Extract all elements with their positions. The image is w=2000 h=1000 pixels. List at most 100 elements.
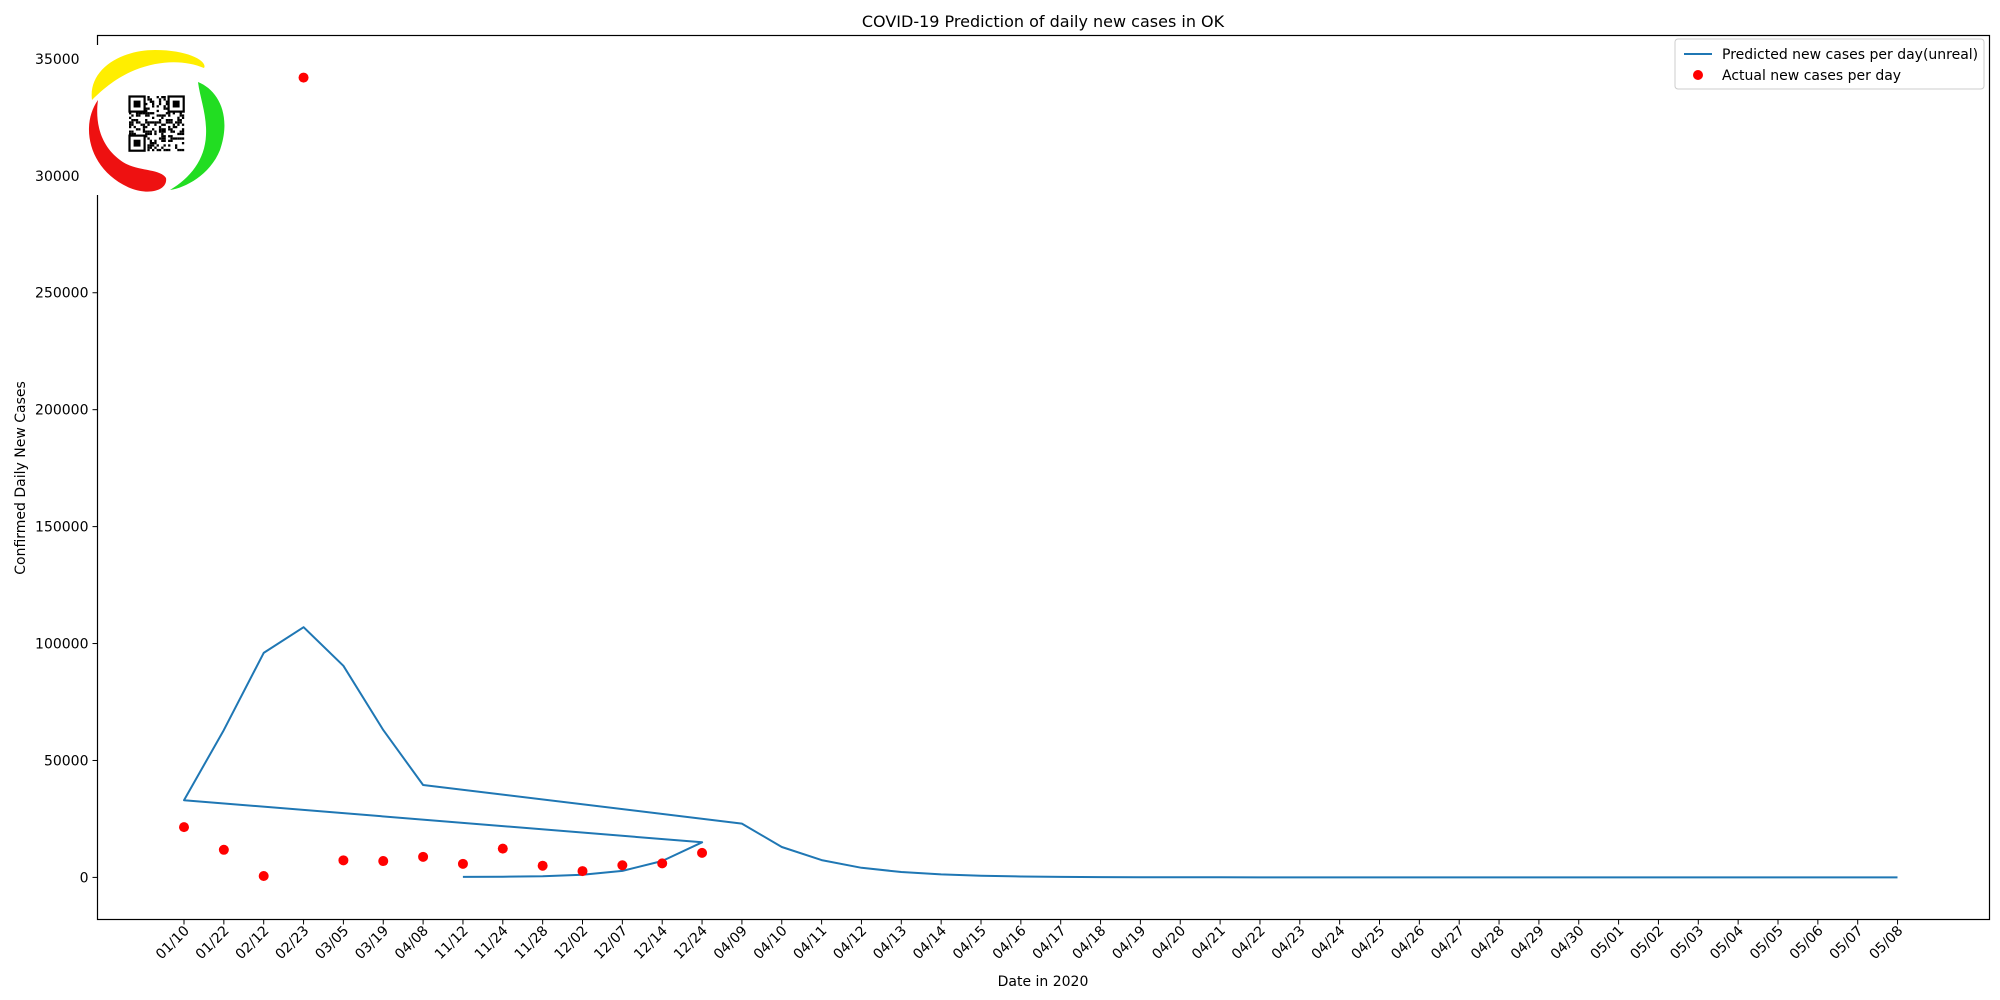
qr-cell [147, 132, 150, 136]
qr-cell [142, 128, 146, 131]
qr-finder-center [172, 100, 180, 108]
qr-cell [149, 100, 152, 103]
qr-cell [129, 121, 132, 124]
actual-data-point [258, 871, 269, 882]
qr-cell [156, 105, 159, 108]
qr-cell [170, 119, 173, 122]
qr-cell [145, 112, 148, 115]
y-tick-label: 100000 [35, 637, 88, 653]
actual-data-point [537, 860, 548, 871]
qr-cell [156, 148, 159, 152]
qr-cell [161, 128, 164, 131]
qr-cell [156, 144, 159, 147]
plot-frame [96, 34, 1991, 921]
qr-cell [147, 123, 150, 126]
qr-cell [147, 130, 150, 133]
qr-cell [154, 142, 157, 145]
y-tick-label: 0 [80, 870, 89, 886]
qr-cell [147, 112, 150, 115]
qr-cell [138, 128, 141, 131]
qr-cell [131, 123, 134, 126]
qr-cell [181, 148, 185, 152]
qr-cell [181, 116, 185, 119]
qr-cell [177, 121, 180, 124]
qr-cell [161, 146, 164, 149]
qr-cell [145, 119, 148, 122]
qr-cell [147, 121, 150, 124]
qr-cell [163, 123, 166, 126]
qr-cell [168, 121, 171, 124]
qr-cell [163, 144, 166, 147]
legend: Predicted new cases per day(unreal) Actu… [1674, 38, 1985, 90]
qr-cell [181, 130, 185, 133]
actual-data-point [218, 844, 229, 855]
qr-cell [133, 125, 136, 129]
qr-cell [145, 107, 148, 110]
qr-cell [138, 112, 141, 115]
qr-cell [177, 132, 180, 136]
qr-finder-center [133, 100, 141, 108]
qr-cell [172, 130, 175, 133]
qr-cell [152, 142, 155, 145]
qr-cell [165, 119, 169, 122]
qr-cell [170, 130, 173, 133]
qr-cell [152, 116, 155, 119]
actual-data-point [657, 858, 668, 869]
qr-cell [145, 121, 148, 124]
qr-cell [165, 112, 169, 115]
qr-cell [152, 100, 155, 103]
qr-cell [175, 144, 178, 147]
qr-cell [145, 132, 148, 136]
qr-finder-center [133, 139, 141, 147]
qr-finder [128, 95, 146, 113]
qr-cell [177, 148, 180, 152]
qr-cell [145, 109, 148, 113]
qr-cell [152, 102, 155, 106]
qr-cell [135, 114, 139, 117]
qr-cell [172, 112, 175, 115]
series-layer [179, 72, 1898, 882]
qr-cell [170, 137, 173, 140]
qr-cell [168, 112, 171, 115]
qr-cell [129, 123, 132, 126]
qr-cell [133, 119, 136, 122]
qr-cell [145, 114, 148, 117]
qr-cell [152, 148, 155, 152]
qr-code [128, 95, 185, 152]
qr-cell [156, 109, 159, 113]
qr-cell [129, 132, 132, 136]
qr-cell [140, 112, 143, 115]
qr-cell [175, 125, 178, 129]
qr-cell [165, 100, 169, 103]
qr-cell [172, 137, 175, 140]
qr-cell [135, 112, 139, 115]
qr-cell [161, 130, 164, 133]
actual-data-point [577, 866, 588, 877]
qr-cell [165, 121, 169, 124]
qr-cell [179, 121, 182, 124]
qr-cell [149, 121, 152, 124]
qr-cell [170, 139, 173, 142]
qr-cell [149, 139, 152, 142]
qr-cell [152, 105, 155, 108]
qr-cell [149, 132, 152, 136]
qr-cell [145, 135, 148, 138]
qr-cell [163, 148, 166, 152]
qr-cell [152, 112, 155, 115]
qr-cell [179, 148, 182, 152]
qr-cell [161, 123, 164, 126]
qr-cell [133, 132, 136, 136]
y-tick-label: 200000 [35, 403, 88, 419]
qr-cell [149, 112, 152, 115]
qr-cell [161, 137, 164, 140]
qr-cell [158, 102, 162, 106]
qr-cell [161, 135, 164, 138]
qr-cell [168, 114, 171, 117]
qr-cell [158, 137, 162, 140]
actual-data-point [298, 72, 309, 83]
qr-cell [149, 144, 152, 147]
qr-cell [181, 128, 185, 131]
x-axis-label: Date in 2020 [998, 974, 1089, 990]
qr-cell [147, 98, 150, 101]
